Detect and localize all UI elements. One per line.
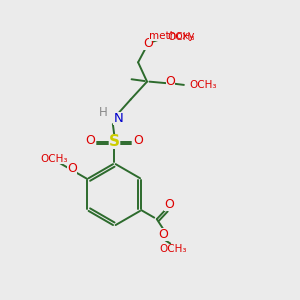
Text: S: S: [109, 134, 120, 149]
Text: OCH₃: OCH₃: [160, 244, 187, 254]
Text: O: O: [164, 198, 174, 211]
Text: O: O: [133, 134, 143, 147]
Text: O: O: [166, 75, 176, 88]
Text: N: N: [113, 112, 123, 125]
Text: O: O: [143, 37, 153, 50]
Text: O: O: [67, 162, 77, 176]
Text: OCH₃: OCH₃: [190, 80, 217, 90]
Text: O: O: [158, 228, 168, 241]
Text: OCH₃: OCH₃: [168, 32, 195, 42]
Text: H: H: [99, 106, 108, 119]
Text: O: O: [85, 134, 95, 147]
Text: OCH₃: OCH₃: [40, 154, 68, 164]
Text: methoxy: methoxy: [148, 31, 194, 41]
